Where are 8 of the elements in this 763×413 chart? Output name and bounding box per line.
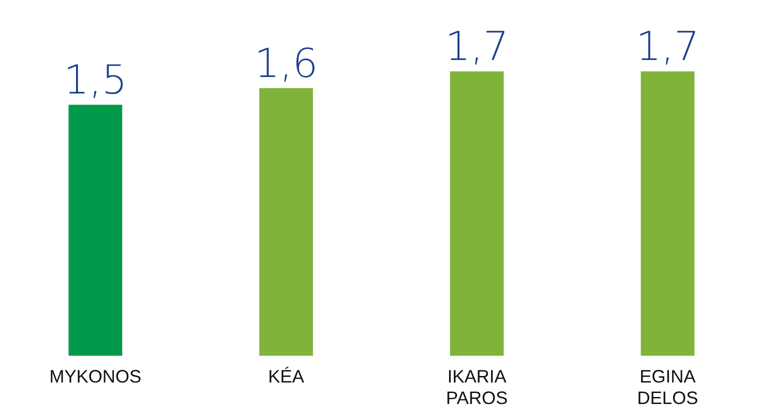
data-label: 1,6 [254, 40, 318, 87]
data-label: 1,7 [636, 24, 700, 70]
x-tick-label: KÉA [268, 366, 304, 387]
x-tick-label: IKARIA PAROS [446, 366, 508, 408]
x-tick-label: EGINA DELOS [637, 366, 698, 408]
data-label: 1,5 [64, 58, 128, 104]
x-tick-label: MYKONOS [49, 366, 142, 387]
data-label: 1,7 [445, 24, 509, 70]
